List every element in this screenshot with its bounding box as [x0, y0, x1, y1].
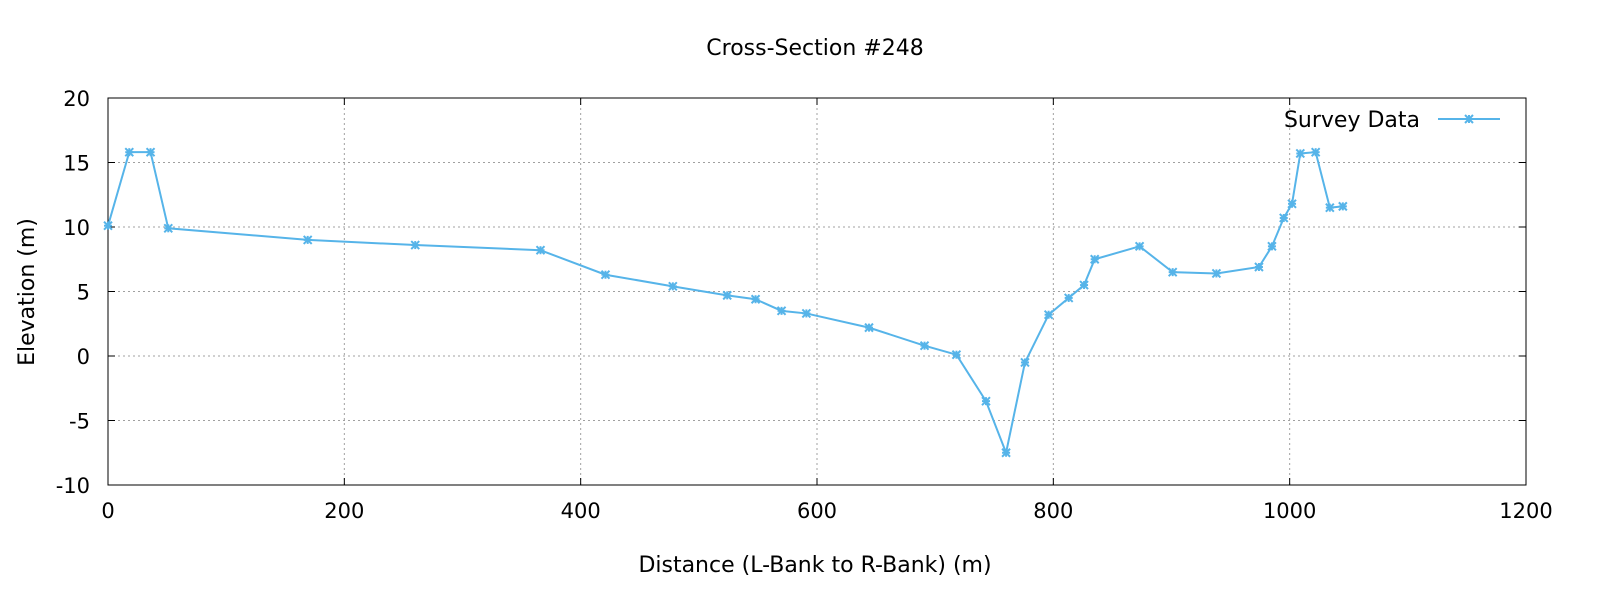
y-tick-label: 20	[63, 87, 90, 111]
data-point	[1295, 148, 1306, 159]
data-point	[864, 322, 874, 333]
data-point	[1167, 267, 1178, 277]
data-point	[302, 235, 313, 245]
data-point	[1267, 241, 1277, 252]
x-tick-label: 600	[797, 499, 837, 523]
y-tick-label: 0	[77, 345, 90, 369]
data-point	[1063, 293, 1074, 303]
data-point	[1079, 280, 1089, 290]
data-point	[410, 240, 420, 250]
series-layer	[103, 147, 1348, 458]
data-point	[1089, 254, 1100, 264]
data-point	[776, 306, 787, 316]
data-point	[919, 340, 930, 351]
x-tick-label: 0	[101, 499, 114, 523]
legend: Survey Data	[1284, 108, 1500, 133]
data-point	[163, 223, 173, 233]
grid-layer	[108, 98, 1526, 485]
data-point	[1254, 262, 1264, 272]
data-point	[1338, 201, 1348, 212]
data-point	[1043, 310, 1054, 320]
x-tick-label: 1000	[1263, 499, 1316, 523]
y-tick-label: 15	[63, 152, 90, 176]
data-point	[1287, 199, 1297, 209]
data-point	[1001, 448, 1011, 458]
x-tick-label: 400	[561, 499, 601, 523]
data-point	[722, 290, 732, 301]
legend-label: Survey Data	[1284, 108, 1420, 133]
data-point	[750, 294, 761, 304]
legend-marker	[1464, 114, 1474, 124]
data-point	[600, 270, 611, 280]
data-point	[1279, 213, 1289, 223]
y-tick-label: 10	[63, 216, 90, 240]
data-point	[1325, 202, 1335, 213]
data-point	[668, 281, 678, 292]
data-point	[124, 147, 134, 157]
data-point	[801, 308, 812, 319]
series-line	[107, 151, 1343, 457]
x-tick-label: 200	[324, 499, 364, 523]
chart-title: Cross-Section #248	[706, 36, 923, 61]
data-point	[1211, 268, 1222, 279]
y-tick-label: 5	[77, 281, 90, 305]
y-tick-label: -10	[56, 474, 90, 498]
data-point	[145, 147, 156, 157]
x-tick-label: 1200	[1499, 499, 1552, 523]
data-point	[981, 396, 991, 406]
data-point	[103, 221, 113, 231]
tick-layer: 0 200 400 600 800 1000 1200 -10 -5 0 5 10 15 20	[56, 87, 1553, 523]
y-axis-label: Elevation (m)	[15, 218, 40, 366]
x-axis-label: Distance (L-Bank to R-Bank) (m)	[638, 553, 991, 578]
legend-marker-symbol	[1464, 114, 1474, 124]
data-point	[1310, 147, 1321, 157]
data-point	[535, 245, 546, 255]
data-point	[951, 350, 962, 360]
y-tick-label: -5	[69, 410, 90, 434]
data-point	[1134, 241, 1145, 252]
data-point	[1020, 357, 1030, 368]
x-tick-label: 800	[1033, 499, 1073, 523]
